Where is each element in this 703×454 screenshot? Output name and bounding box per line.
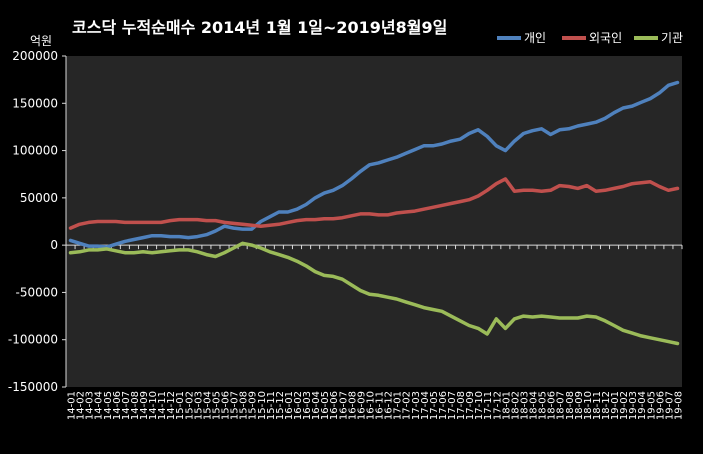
y-tick-label: -50000 [15,285,58,299]
y-tick-label: -100000 [8,333,58,347]
x-tick-label: 17-07 [447,391,458,420]
x-tick-label: 16-12 [384,391,395,420]
x-tick-label: 16-02 [293,391,304,420]
series-line-2 [68,241,680,346]
x-tick-label: 16-08 [347,391,358,420]
y-tick-label: 200000 [12,49,58,63]
x-tick-label: 16-06 [329,391,340,420]
x-tick-label: 16-04 [311,391,322,420]
x-tick-label: 19-03 [628,391,639,420]
x-tick-label: 18-10 [583,391,594,420]
x-tick-label: 14-02 [76,391,87,420]
x-axis: 14-0114-0214-0314-0414-0514-0614-0714-08… [65,244,684,420]
x-tick-label: 16-09 [356,391,367,420]
x-tick-label: 15-11 [266,391,277,420]
series-layer [68,80,680,346]
x-tick-label: 17-04 [420,391,431,420]
x-tick-label: 18-07 [556,391,567,420]
x-tick-label: 17-03 [411,391,422,420]
x-tick-label: 15-03 [193,391,204,420]
x-tick-label: 19-07 [664,391,675,420]
x-tick-label: 15-07 [230,391,241,420]
x-tick-label: 14-08 [130,391,141,420]
x-tick-label: 19-04 [637,391,648,420]
x-tick-label: 19-06 [655,391,666,420]
x-tick-label: 19-02 [619,391,630,420]
x-tick-label: 17-08 [456,391,467,420]
x-tick-label: 18-04 [529,391,540,420]
x-tick-label: 16-07 [338,391,349,420]
x-tick-label: 15-10 [257,391,268,420]
x-tick-label: 14-03 [85,391,96,420]
x-tick-label: 15-06 [221,391,232,420]
y-axis: 200000 150000 100000 50000 0 -50000 -100000 -15… [8,49,67,394]
x-tick-label: 18-06 [547,391,558,420]
x-tick-label: 16-05 [320,391,331,420]
x-tick-label: 14-11 [157,391,168,420]
x-tick-label: 15-09 [248,391,259,420]
x-tick-label: 18-11 [592,391,603,420]
x-tick-label: 16-10 [365,391,376,420]
x-tick-label: 14-04 [94,391,105,420]
x-tick-label: 18-02 [510,391,521,420]
x-tick-label: 17-05 [429,391,440,420]
x-tick-label: 14-12 [166,391,177,420]
x-tick-label: 17-11 [483,391,494,420]
x-tick-label: 18-03 [519,391,530,420]
x-tick-label: 15-04 [202,391,213,420]
x-tick-label: 19-08 [673,391,684,420]
y-axis-label: 억원 [30,34,52,48]
x-tick-label: 14-01 [67,391,78,420]
x-tick-label: 18-08 [565,391,576,420]
x-tick-label: 14-05 [103,391,114,420]
series-line-0 [68,80,680,249]
y-tick-label: 150000 [12,96,58,110]
x-tick-label: 17-01 [393,391,404,420]
x-tick-label: 16-03 [302,391,313,420]
x-tick-label: 19-01 [610,391,621,420]
legend-label: 개인 [524,31,546,45]
legend-label: 기관 [661,31,683,45]
x-tick-label: 17-10 [474,391,485,420]
x-tick-label: 14-06 [112,391,123,420]
x-tick-label: 15-08 [239,391,250,420]
y-tick-label: 50000 [20,191,58,205]
x-tick-label: 19-05 [646,391,657,420]
chart-title: 코스닥 누적순매수 2014년 1월 1일~2019년8월9일 [72,18,447,37]
x-tick-label: 16-11 [375,391,386,420]
x-tick-label: 15-02 [184,391,195,420]
x-tick-label: 16-01 [284,391,295,420]
x-tick-label: 15-12 [275,391,286,420]
x-tick-label: 17-12 [492,391,503,420]
legend-label: 외국인 [589,31,622,45]
x-tick-label: 14-07 [121,391,132,420]
series-line-1 [68,177,680,230]
y-tick-label: 100000 [12,144,58,158]
y-tick-label: 0 [50,238,58,252]
x-tick-label: 17-06 [438,391,449,420]
x-tick-label: 15-05 [211,391,222,420]
x-tick-label: 14-10 [148,391,159,420]
x-tick-label: 17-02 [402,391,413,420]
legend: 개인 외국인 기관 [497,31,683,45]
x-tick-label: 18-01 [501,391,512,420]
x-tick-label: 18-05 [538,391,549,420]
x-tick-label: 18-12 [601,391,612,420]
y-tick-label: -150000 [8,380,58,394]
x-tick-label: 17-09 [465,391,476,420]
x-tick-label: 18-09 [574,391,585,420]
x-tick-label: 14-09 [139,391,150,420]
x-tick-label: 15-01 [175,391,186,420]
